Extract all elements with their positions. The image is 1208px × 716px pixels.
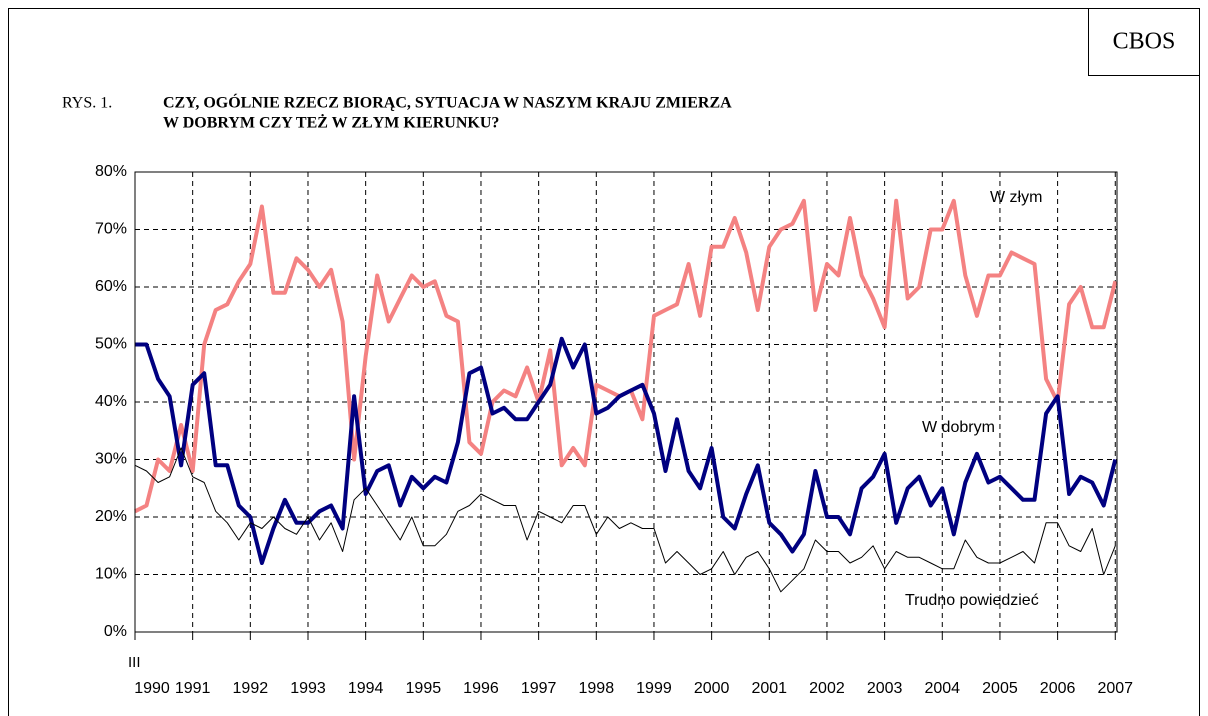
y-tick-label: 50% xyxy=(95,336,127,353)
x-tick-label: 2004 xyxy=(924,680,960,697)
chart-title: W DOBRYM CZY TEŻ W ZŁYM KIERUNKU? xyxy=(163,113,499,132)
source-box xyxy=(1088,8,1200,76)
y-tick-label: 60% xyxy=(95,278,127,295)
y-tick-label: 30% xyxy=(95,451,127,468)
x-tick-label: 1999 xyxy=(636,680,672,697)
x-tick-label: 1996 xyxy=(463,680,499,697)
series-line xyxy=(134,447,1116,593)
frame xyxy=(8,8,1200,716)
series-label: W dobrym xyxy=(922,419,995,436)
x-tick-label: 2007 xyxy=(1097,680,1133,697)
chart-title: CZY, OGÓLNIE RZECZ BIORĄC, SYTUACJA W NA… xyxy=(163,93,732,112)
x-tick-label: 2006 xyxy=(1040,680,1076,697)
figure-label: RYS. 1. xyxy=(62,95,112,112)
y-tick-label: 0% xyxy=(104,623,127,640)
y-tick-label: 40% xyxy=(95,393,127,410)
x-tick-label: 2002 xyxy=(809,680,845,697)
x-tick-label: 1993 xyxy=(290,680,326,697)
y-tick-label: 20% xyxy=(95,508,127,525)
x-tick-label: 1990 xyxy=(134,680,170,697)
x-tick-label: 1994 xyxy=(348,680,384,697)
x-tick-label: 2001 xyxy=(751,680,787,697)
x-tick-label: 2000 xyxy=(694,680,730,697)
x-tick-label: 1998 xyxy=(579,680,615,697)
source: CBOS xyxy=(1113,29,1176,55)
y-tick-label: 10% xyxy=(95,566,127,583)
plot-border xyxy=(134,171,1118,633)
x-tick-label: 1997 xyxy=(521,680,557,697)
x-tick-label: 1992 xyxy=(233,680,269,697)
series-line xyxy=(135,336,1118,565)
x-tick-label: 1995 xyxy=(406,680,442,697)
x-tick-label: 2003 xyxy=(867,680,903,697)
x-tick-label: 1991 xyxy=(175,680,211,697)
y-tick-label: 70% xyxy=(95,221,127,238)
series-label: W złym xyxy=(990,189,1042,206)
x-tick-label: 2005 xyxy=(982,680,1018,697)
x-start-label: III xyxy=(128,654,141,671)
series-label: Trudno powiedzieć xyxy=(905,592,1039,609)
y-tick-label: 80% xyxy=(95,163,127,180)
